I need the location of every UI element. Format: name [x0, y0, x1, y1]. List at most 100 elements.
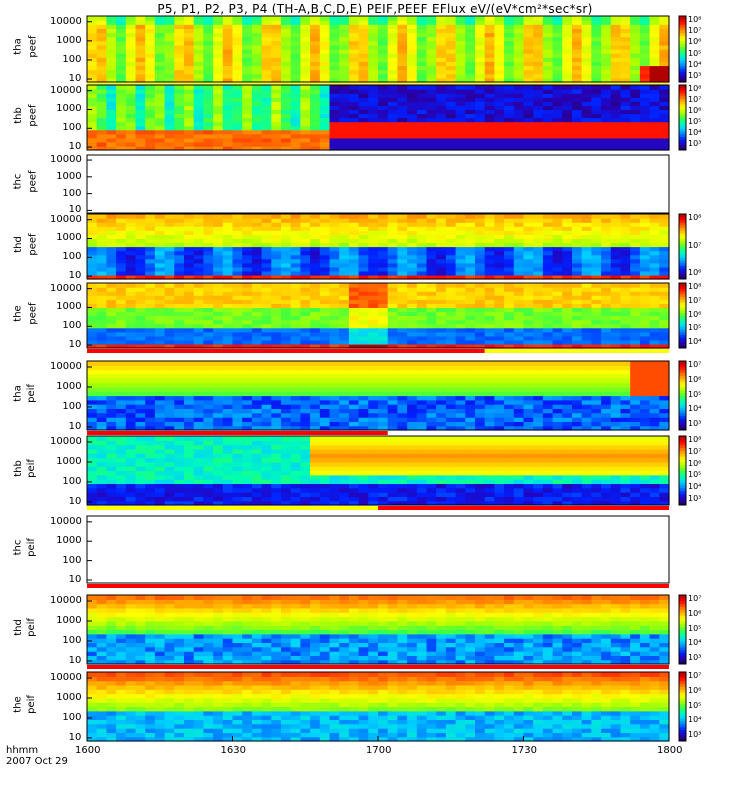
heatmap-cell: [649, 412, 660, 418]
heatmap-cell: [630, 32, 641, 38]
heatmap-cell: [572, 417, 583, 422]
heatmap-cell: [319, 40, 331, 46]
heatmap-cell: [154, 242, 166, 248]
heatmap-cell: [475, 283, 486, 288]
heatmap-cell: [145, 121, 156, 127]
heatmap-cell: [213, 32, 224, 38]
heatmap-cell: [620, 365, 631, 371]
heatmap-cell: [242, 369, 253, 375]
heatmap-cell: [601, 238, 612, 244]
heatmap-cell: [203, 361, 214, 366]
heatmap-cell: [562, 44, 573, 50]
heatmap-cell: [184, 53, 195, 58]
heatmap-cell: [542, 382, 554, 388]
heatmap-cell: [610, 125, 622, 131]
colorbar-swatch: [679, 233, 686, 237]
heatmap-cell: [329, 343, 340, 349]
heatmap-cell: [271, 399, 282, 405]
heatmap-cell: [591, 16, 602, 21]
heatmap-cell: [281, 97, 292, 102]
heatmap-cell: [494, 408, 505, 414]
heatmap-cell: [96, 222, 107, 227]
heatmap-cell: [213, 382, 224, 388]
heatmap-cell: [222, 307, 234, 313]
heatmap-cell: [154, 234, 166, 239]
heatmap-cell: [581, 93, 592, 98]
heatmap-cell: [445, 77, 457, 83]
heatmap-cell: [542, 303, 554, 308]
heatmap-cell: [475, 214, 486, 219]
heatmap-cell: [368, 89, 379, 94]
heatmap-cell: [572, 283, 583, 288]
heatmap-cell: [222, 266, 234, 272]
heatmap-cell: [281, 391, 292, 397]
heatmap-cell: [106, 270, 117, 276]
heatmap-cell: [290, 77, 301, 83]
heatmap-cell: [106, 85, 117, 90]
heatmap-cell: [513, 24, 525, 29]
panel-frame: [86, 282, 670, 349]
heatmap-cell: [368, 339, 379, 345]
heatmap-cell: [242, 121, 253, 127]
heatmap-cell: [203, 412, 214, 418]
heatmap-cell: [416, 109, 428, 115]
heatmap-cell: [397, 117, 408, 123]
heatmap-cell: [203, 214, 214, 219]
heatmap-cell: [261, 274, 272, 280]
heatmap-cell: [630, 254, 641, 260]
heatmap-cell: [523, 57, 534, 62]
heatmap-cell: [116, 53, 127, 58]
heatmap-cell: [271, 133, 282, 139]
heatmap-cell: [494, 303, 505, 308]
heatmap-cell: [475, 412, 486, 418]
heatmap-cell: [639, 77, 651, 83]
heatmap-cell: [281, 373, 292, 379]
colorbar-swatch: [679, 427, 686, 431]
heatmap-cell: [281, 109, 292, 115]
heatmap-cell: [96, 234, 107, 239]
heatmap-cell: [203, 331, 214, 337]
heatmap-cell: [125, 373, 137, 379]
colorbar-swatch: [679, 131, 686, 135]
heatmap-cell: [281, 242, 292, 248]
panel-thd-peef: [86, 213, 670, 280]
heatmap-cell: [310, 421, 321, 427]
heatmap-cell: [145, 77, 156, 83]
heatmap-cell: [271, 242, 282, 248]
heatmap-cell: [193, 339, 204, 345]
heatmap-cell: [242, 222, 253, 227]
heatmap-cell: [572, 408, 583, 414]
heatmap-cell: [145, 331, 156, 337]
heatmap-cell: [620, 262, 631, 268]
heatmap-cell: [465, 311, 476, 317]
heatmap-cell: [135, 65, 146, 71]
heatmap-cell: [572, 61, 583, 67]
heatmap-cell: [300, 262, 311, 268]
heatmap-cell: [610, 339, 622, 345]
heatmap-cell: [475, 327, 486, 333]
heatmap-cell: [513, 16, 525, 21]
heatmap-cell: [329, 97, 340, 102]
heatmap-cell: [193, 121, 204, 127]
heatmap-cell: [552, 101, 563, 106]
heatmap-cell: [116, 299, 127, 304]
heatmap-cell: [639, 53, 651, 58]
heatmap-cell: [572, 113, 583, 119]
heatmap-cell: [290, 133, 301, 139]
heatmap-cell: [222, 291, 234, 296]
heatmap-cell: [465, 141, 476, 147]
heatmap-cell: [601, 343, 612, 349]
heatmap-cell: [494, 254, 505, 260]
heatmap-cell: [329, 24, 340, 29]
heatmap-cell: [426, 378, 437, 384]
heatmap-cell: [319, 395, 331, 401]
heatmap-cell: [154, 369, 166, 375]
heatmap-cell: [193, 222, 204, 227]
heatmap-cell: [436, 373, 447, 379]
heatmap-cell: [125, 125, 137, 131]
heatmap-cell: [368, 258, 379, 264]
heatmap-cell: [125, 16, 137, 21]
heatmap-cell: [290, 141, 301, 147]
heatmap-cell: [610, 258, 622, 264]
heatmap-cell: [213, 141, 224, 147]
